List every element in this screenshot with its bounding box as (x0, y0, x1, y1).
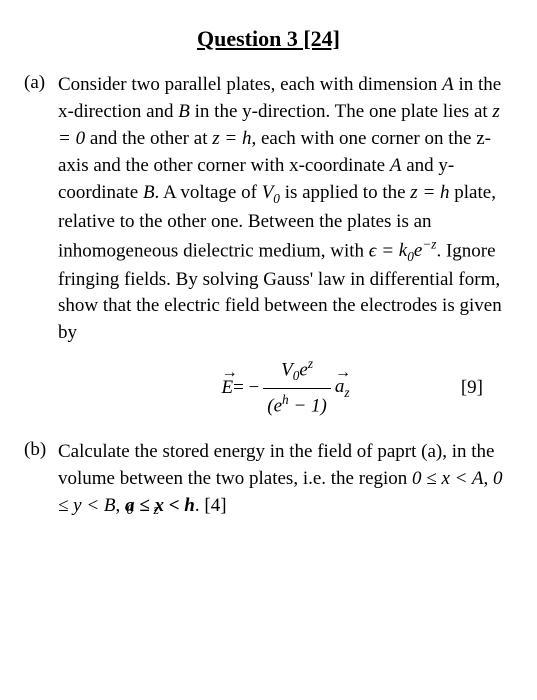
vec-E: E (221, 375, 233, 402)
part-a: (a) Consider two parallel plates, each w… (24, 72, 513, 421)
e-negz: e−z (414, 240, 437, 261)
eps-eq: ϵ = (369, 240, 394, 261)
k-letter: k (394, 240, 407, 261)
range-z-corrected: a ≤ x < h0 z (125, 493, 195, 520)
var-A: A (390, 155, 402, 176)
k-sub: 0 (407, 249, 414, 264)
unit-vec-az: az (335, 374, 350, 403)
var-A: A (442, 74, 454, 95)
den-right: − 1) (289, 396, 327, 417)
fraction: V0ez (eh − 1) (263, 355, 331, 420)
denominator: (eh − 1) (263, 391, 331, 420)
exp-negz: −z (422, 237, 436, 252)
part-b-marks: [4] (204, 495, 226, 516)
a: a (335, 376, 345, 397)
comma: , (484, 468, 494, 489)
var-B: B (143, 182, 155, 203)
var-B: B (178, 101, 190, 122)
text: . A voltage of (155, 182, 262, 203)
den-left: (e (267, 396, 282, 417)
v-sub: 0 (273, 191, 280, 206)
text: in the y-direction. The one plate lies a… (190, 101, 493, 122)
rz-main: a ≤ x < h (125, 495, 195, 516)
part-a-body: Consider two parallel plates, each with … (58, 72, 513, 421)
text: . (195, 495, 205, 516)
rz-under-0: 0 (126, 500, 133, 520)
equation: E = − V0ez (eh − 1) az (221, 355, 349, 420)
equation-row: E = − V0ez (eh − 1) az [9] (58, 355, 513, 420)
k0: k0 (394, 240, 414, 261)
part-a-label: (a) (24, 72, 58, 421)
num-expz: z (308, 356, 313, 371)
text: Consider two parallel plates, each with … (58, 74, 442, 95)
eq-zh: z = h (410, 182, 449, 203)
var-V0: V0 (262, 182, 280, 203)
text: is applied to the (280, 182, 410, 203)
comma: , (116, 495, 126, 516)
text: and the other at (85, 128, 212, 149)
num-e: e (299, 360, 307, 381)
num-V: V (281, 360, 293, 381)
question-page: Question 3 [24] (a) Consider two paralle… (0, 0, 537, 558)
numerator: V0ez (277, 355, 317, 386)
question-title: Question 3 [24] (24, 26, 513, 52)
rz-under-z: z (154, 500, 160, 520)
eq-zh: z = h (212, 128, 251, 149)
part-b: (b) Calculate the stored energy in the f… (24, 439, 513, 520)
fraction-bar (263, 388, 331, 389)
az-sub: z (344, 385, 349, 400)
v-letter: V (262, 182, 274, 203)
part-b-label: (b) (24, 439, 58, 520)
part-b-body: Calculate the stored energy in the field… (58, 439, 513, 520)
den-exph: h (282, 392, 289, 407)
range-x: 0 ≤ x < A (412, 468, 483, 489)
part-a-marks: [9] (461, 375, 483, 402)
